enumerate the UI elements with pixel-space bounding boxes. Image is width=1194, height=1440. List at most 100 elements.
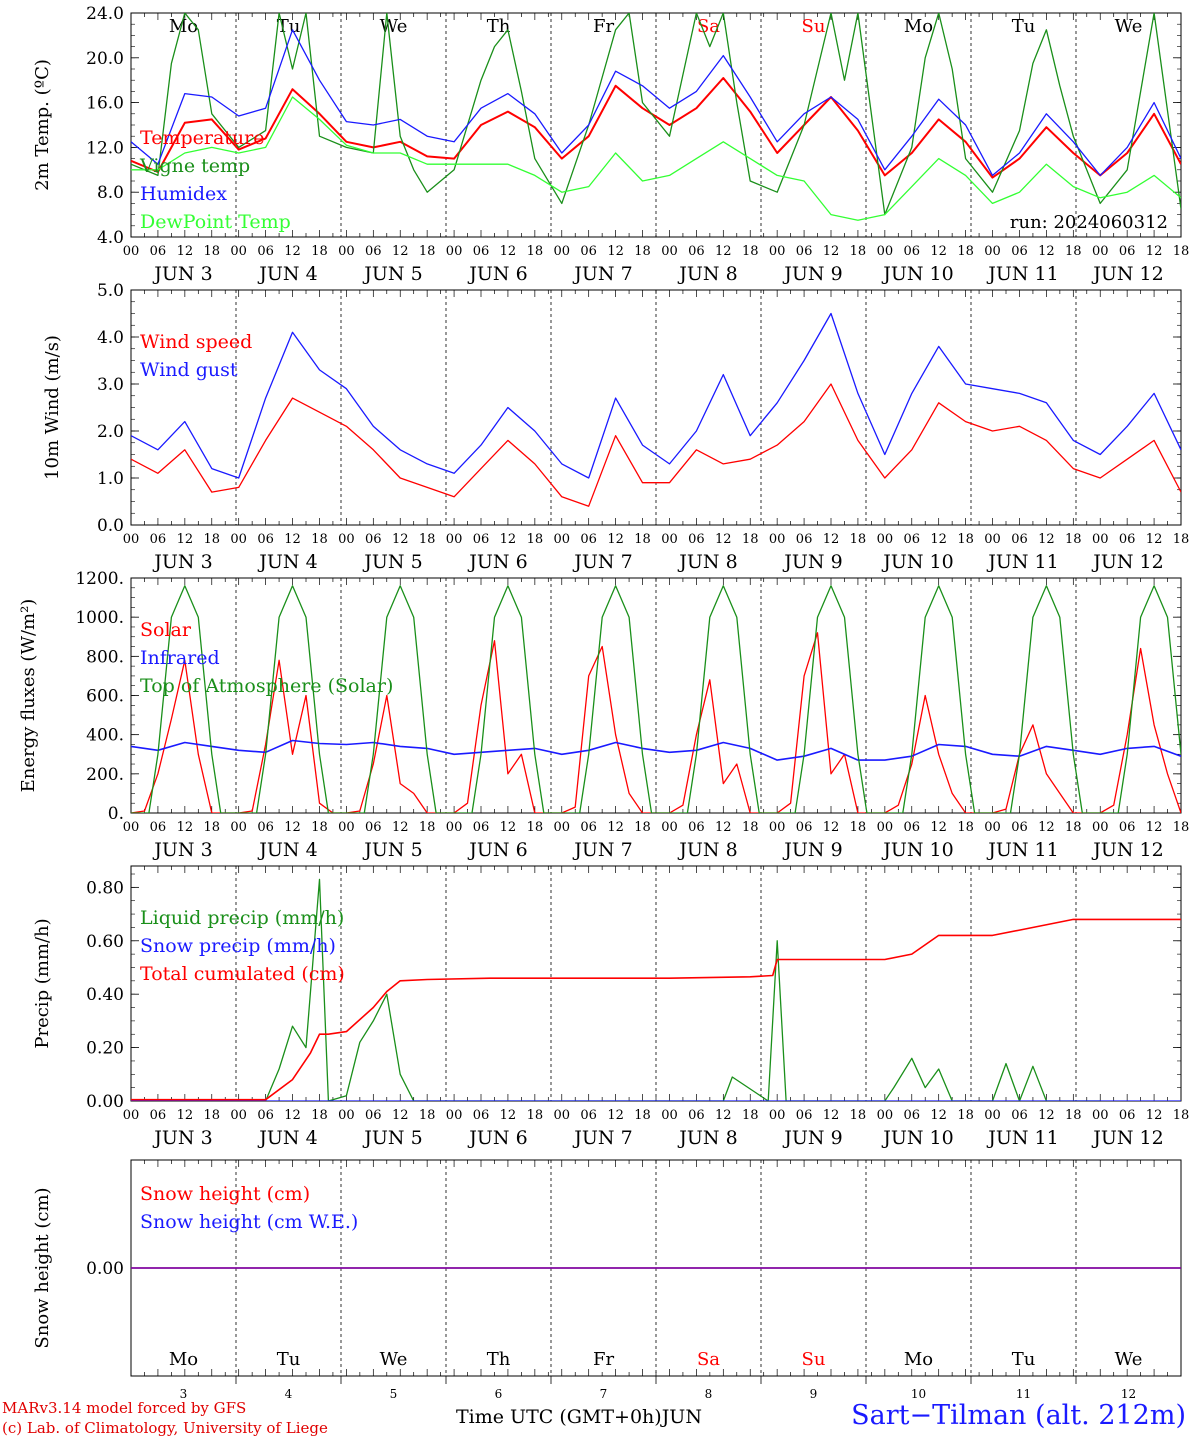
hour-tick-label: 18 bbox=[527, 244, 544, 259]
weekday-label: Th bbox=[487, 16, 511, 37]
hour-tick-label: 00 bbox=[338, 532, 355, 547]
y-tick-label: 12.0 bbox=[86, 138, 124, 158]
run-label: run: 2024060312 bbox=[1010, 212, 1168, 233]
hour-tick-label: 12 bbox=[177, 1108, 194, 1123]
hour-tick-label: 00 bbox=[769, 244, 786, 259]
hour-tick-label: 06 bbox=[580, 532, 597, 547]
y-tick-label: 1.0 bbox=[97, 469, 124, 489]
hour-tick-label: 00 bbox=[338, 244, 355, 259]
hour-tick-label: 12 bbox=[607, 244, 624, 259]
hour-tick-label: 18 bbox=[850, 1108, 867, 1123]
date-label: JUN 9 bbox=[782, 551, 842, 573]
hour-tick-label: 12 bbox=[930, 244, 947, 259]
hour-tick-label: 18 bbox=[957, 820, 974, 835]
legend-entry: Solar bbox=[140, 619, 192, 641]
hour-tick-label: 18 bbox=[634, 532, 651, 547]
hour-tick-label: 18 bbox=[850, 820, 867, 835]
hour-tick-label: 06 bbox=[365, 820, 382, 835]
y-tick-label: 200. bbox=[86, 765, 124, 785]
series-line-liquid-precip-mm-h- bbox=[131, 878, 1101, 1101]
hour-tick-label: 00 bbox=[984, 244, 1001, 259]
hour-tick-label: 12 bbox=[500, 532, 517, 547]
hour-tick-label: 00 bbox=[769, 1108, 786, 1123]
weekday-label: Mo bbox=[904, 16, 933, 37]
hour-tick-label: 12 bbox=[1146, 1108, 1163, 1123]
weekday-label: Th bbox=[487, 1349, 511, 1370]
hour-tick-label: 00 bbox=[230, 532, 247, 547]
date-label: JUN 6 bbox=[467, 263, 527, 285]
date-label: JUN 11 bbox=[986, 1127, 1058, 1149]
date-label: JUN 6 bbox=[467, 839, 527, 861]
hour-tick-label: 06 bbox=[688, 1108, 705, 1123]
date-label: JUN 4 bbox=[257, 839, 317, 861]
hour-tick-label: 06 bbox=[1119, 820, 1136, 835]
series-line-total-cumulated-cm- bbox=[131, 918, 1181, 1101]
hour-tick-label: 00 bbox=[984, 532, 1001, 547]
hour-tick-label: 00 bbox=[1092, 532, 1109, 547]
hour-tick-label: 12 bbox=[392, 820, 409, 835]
date-label: JUN 9 bbox=[782, 839, 842, 861]
hour-tick-label: 12 bbox=[284, 532, 301, 547]
weekday-label: Su bbox=[802, 1349, 826, 1370]
panel-snow: 0.00 Snow height (cm) Snow height (cm) Snow… bbox=[32, 1159, 1182, 1377]
hour-tick-label: 18 bbox=[634, 244, 651, 259]
hour-tick-label: 06 bbox=[473, 244, 490, 259]
y-axis-label: 10m Wind (m/s) bbox=[42, 335, 63, 480]
hour-tick-label: 00 bbox=[877, 820, 894, 835]
hour-tick-label: 12 bbox=[500, 1108, 517, 1123]
date-label: JUN 3 bbox=[152, 551, 212, 573]
weekday-label: We bbox=[1115, 1349, 1143, 1370]
weekday-label: Tu bbox=[277, 16, 301, 37]
hour-tick-label: 06 bbox=[580, 244, 597, 259]
hour-tick-label: 06 bbox=[1119, 532, 1136, 547]
date-label: JUN 12 bbox=[1091, 839, 1163, 861]
date-label: JUN 6 bbox=[467, 551, 527, 573]
hour-tick-label: 18 bbox=[311, 820, 328, 835]
y-tick-label: 800. bbox=[86, 647, 124, 667]
hour-tick-label: 18 bbox=[203, 1108, 220, 1123]
hour-tick-label: 12 bbox=[1146, 820, 1163, 835]
y-tick-label: 1200. bbox=[75, 569, 124, 589]
date-label: JUN 11 bbox=[986, 263, 1058, 285]
series-line-infrared bbox=[131, 739, 1181, 761]
day-number-label: 10 bbox=[911, 1387, 926, 1400]
weekday-label: Sa bbox=[697, 1349, 720, 1370]
date-label: JUN 9 bbox=[782, 1127, 842, 1149]
hour-tick-label: 06 bbox=[150, 244, 167, 259]
weekday-label: We bbox=[380, 16, 408, 37]
hour-tick-label: 06 bbox=[903, 532, 920, 547]
y-axis-label: Snow height (cm) bbox=[32, 1187, 53, 1348]
hour-tick-label: 12 bbox=[823, 532, 840, 547]
day-number-label: 11 bbox=[1016, 1387, 1031, 1400]
hour-tick-label: 18 bbox=[527, 532, 544, 547]
series-line-wind-speed bbox=[131, 383, 1181, 507]
hour-tick-label: 06 bbox=[1011, 532, 1028, 547]
model-credit: MARv3.14 model forced by GFS bbox=[2, 1399, 247, 1417]
hour-tick-label: 00 bbox=[661, 820, 678, 835]
date-label: JUN 12 bbox=[1091, 1127, 1163, 1149]
y-tick-label: 20.0 bbox=[86, 49, 124, 69]
hour-tick-label: 12 bbox=[177, 244, 194, 259]
hour-tick-label: 00 bbox=[230, 1108, 247, 1123]
hour-tick-label: 00 bbox=[877, 1108, 894, 1123]
hour-tick-label: 00 bbox=[661, 532, 678, 547]
hour-tick-label: 06 bbox=[796, 532, 813, 547]
date-label: JUN 7 bbox=[572, 263, 632, 285]
hour-tick-label: 18 bbox=[1065, 532, 1082, 547]
hour-tick-label: 18 bbox=[742, 1108, 759, 1123]
hour-tick-label: 00 bbox=[1092, 1108, 1109, 1123]
weekday-label: We bbox=[1115, 16, 1143, 37]
hour-tick-label: 12 bbox=[284, 1108, 301, 1123]
y-tick-label: 1000. bbox=[75, 608, 124, 628]
panel-energy: 0. 200. 400. 600. 800. 1000. 1200. Energy fluxe… bbox=[18, 569, 1190, 861]
date-label: JUN 3 bbox=[152, 263, 212, 285]
date-label: JUN 5 bbox=[362, 551, 422, 573]
legend-entry: Vigne temp bbox=[139, 155, 250, 177]
hour-tick-label: 12 bbox=[392, 1108, 409, 1123]
hour-tick-label: 18 bbox=[1173, 820, 1190, 835]
day-number-label: 4 bbox=[285, 1387, 293, 1400]
date-label: JUN 8 bbox=[677, 1127, 737, 1149]
date-label: JUN 8 bbox=[677, 263, 737, 285]
day-number-label: 5 bbox=[390, 1387, 398, 1400]
date-label: JUN 3 bbox=[152, 1127, 212, 1149]
